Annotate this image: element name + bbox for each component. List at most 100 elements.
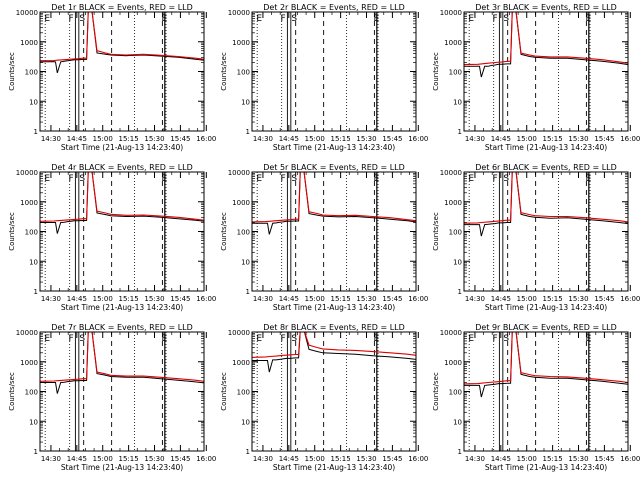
- marker-label: E: [162, 14, 168, 24]
- marker-label: F: [280, 14, 285, 24]
- series-lld-line: [40, 332, 204, 382]
- marker-label: S: [79, 334, 85, 344]
- x-tick-label: 15:15: [119, 455, 139, 463]
- x-tick-label: 15:00: [305, 295, 325, 303]
- y-axis-label: Counts/sec: [220, 372, 228, 411]
- y-tick-label: 10: [241, 418, 250, 426]
- y-tick-label: 1: [246, 448, 250, 456]
- y-axis-label: Counts/sec: [220, 52, 228, 91]
- y-tick-label: 10000: [440, 9, 462, 17]
- y-tick-label: 10: [241, 258, 250, 266]
- x-tick-label: 15:30: [568, 135, 588, 143]
- y-tick-label: 100: [449, 69, 462, 77]
- x-tick-label: 15:45: [382, 455, 402, 463]
- x-tick-label: 14:45: [67, 135, 87, 143]
- panel-title: Det 3r BLACK = Events, RED = LLD: [475, 3, 617, 12]
- y-tick-label: 1000: [444, 39, 462, 47]
- x-tick-label: 15:30: [144, 135, 164, 143]
- panel-title: Det 4r BLACK = Events, RED = LLD: [51, 163, 193, 172]
- x-axis-label: Start Time (21-Aug-13 14:23:40): [273, 143, 395, 152]
- panel-title: Det 5r BLACK = Events, RED = LLD: [263, 163, 405, 172]
- marker-label: F: [68, 174, 73, 184]
- x-tick-label: 15:30: [356, 295, 376, 303]
- y-tick-label: 1: [246, 128, 250, 136]
- marker-label: F: [492, 174, 497, 184]
- y-tick-label: 100: [25, 389, 38, 397]
- y-tick-label: 100: [237, 389, 250, 397]
- marker-label: S: [79, 174, 85, 184]
- y-tick-label: 10000: [16, 9, 38, 17]
- series-lld-line: [252, 332, 416, 358]
- y-axis-label: Counts/sec: [432, 372, 440, 411]
- x-tick-label: 15:45: [382, 295, 402, 303]
- plot-area: [252, 332, 416, 451]
- panel-det-4r: Det 4r BLACK = Events, RED = LLD 1 10 100 10…: [8, 163, 216, 312]
- marker-label: F: [68, 334, 73, 344]
- panel-det-5r: Det 5r BLACK = Events, RED = LLD 1 10 100 10…: [220, 163, 428, 312]
- x-tick-label: 15:45: [170, 135, 190, 143]
- panel-det-9r: Det 9r BLACK = Events, RED = LLD 1 10 100 10…: [432, 323, 640, 472]
- y-tick-label: 10: [241, 98, 250, 106]
- panel-title: Det 7r BLACK = Events, RED = LLD: [51, 323, 193, 332]
- marker-label: F: [280, 334, 285, 344]
- marker-label: E: [256, 334, 262, 344]
- x-tick-label: 15:00: [93, 455, 113, 463]
- x-tick-label: 15:15: [331, 455, 351, 463]
- x-axis-label: Start Time (21-Aug-13 14:23:40): [485, 463, 607, 472]
- panel-title: Det 1r BLACK = Events, RED = LLD: [51, 3, 193, 12]
- marker-label: E: [256, 174, 262, 184]
- series-lld-line: [464, 172, 628, 224]
- y-axis-label: Counts/sec: [8, 52, 16, 91]
- plot-area: [464, 332, 628, 451]
- x-tick-label: 15:00: [517, 295, 537, 303]
- x-tick-label: 15:15: [331, 295, 351, 303]
- y-tick-label: 1000: [20, 359, 38, 367]
- plot-frame: [463, 171, 629, 292]
- marker-label: E: [374, 334, 380, 344]
- y-tick-label: 10: [453, 98, 462, 106]
- y-tick-label: 1000: [20, 39, 38, 47]
- marker-label: E: [44, 174, 50, 184]
- y-tick-label: 10: [29, 258, 38, 266]
- plot-frame: [39, 331, 205, 452]
- marker-label: F: [280, 174, 285, 184]
- marker-label: E: [44, 14, 50, 24]
- x-tick-label: 16:00: [620, 295, 640, 303]
- marker-label: E: [162, 174, 168, 184]
- marker-label: F: [492, 334, 497, 344]
- y-tick-label: 100: [237, 229, 250, 237]
- marker-label: E: [586, 14, 592, 24]
- y-tick-label: 10000: [228, 169, 250, 177]
- marker-label: E: [256, 14, 262, 24]
- y-tick-label: 1: [34, 288, 38, 296]
- series-lld-line: [40, 12, 204, 62]
- y-tick-label: 100: [449, 229, 462, 237]
- x-tick-label: 15:45: [594, 295, 614, 303]
- y-tick-label: 1: [34, 128, 38, 136]
- y-tick-label: 10000: [440, 169, 462, 177]
- panel-title: Det 2r BLACK = Events, RED = LLD: [263, 3, 405, 12]
- series-events-line: [252, 332, 416, 373]
- plot-area: [252, 172, 416, 291]
- x-tick-label: 14:45: [491, 135, 511, 143]
- x-tick-label: 15:00: [517, 455, 537, 463]
- x-tick-label: 14:30: [41, 455, 61, 463]
- x-tick-label: 14:30: [41, 135, 61, 143]
- panel-det-7r: Det 7r BLACK = Events, RED = LLD 1 10 100 10…: [8, 323, 216, 472]
- x-tick-label: 16:00: [196, 135, 216, 143]
- marker-label: F: [492, 14, 497, 24]
- y-tick-label: 10000: [228, 9, 250, 17]
- series-events-line: [40, 332, 204, 394]
- x-tick-label: 15:15: [543, 455, 563, 463]
- y-tick-label: 10: [29, 98, 38, 106]
- x-tick-label: 16:00: [620, 455, 640, 463]
- marker-label: E: [468, 14, 474, 24]
- marker-label: E: [374, 14, 380, 24]
- panel-title: Det 8r BLACK = Events, RED = LLD: [263, 323, 405, 332]
- x-tick-label: 15:15: [119, 135, 139, 143]
- marker-label: E: [468, 334, 474, 344]
- y-axis-label: Counts/sec: [8, 212, 16, 251]
- x-tick-label: 14:30: [465, 135, 485, 143]
- y-tick-label: 100: [449, 389, 462, 397]
